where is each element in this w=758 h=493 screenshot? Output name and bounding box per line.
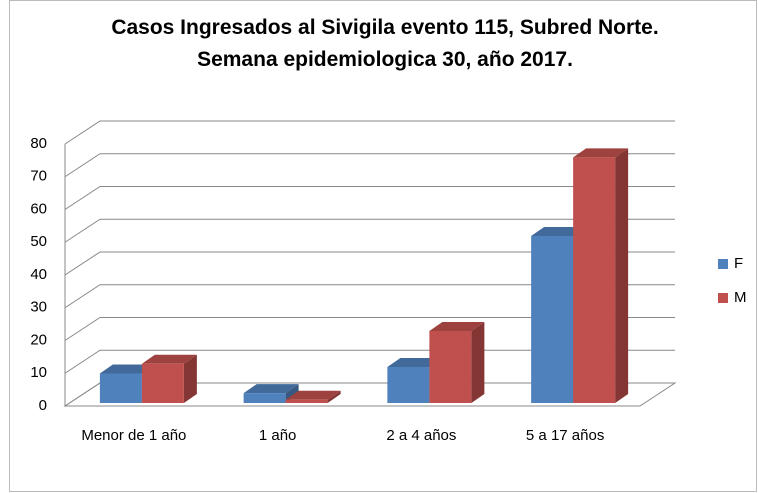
legend-swatch <box>718 293 728 303</box>
bar-side <box>327 390 341 403</box>
x-tick-label: 5 a 17 años <box>526 427 604 444</box>
legend-label: F <box>734 255 743 272</box>
bar <box>573 148 629 403</box>
legend-label: M <box>734 289 747 306</box>
x-tick-label: 1 año <box>259 427 297 444</box>
y-tick-label: 0 <box>39 397 47 414</box>
grid-line <box>64 120 675 145</box>
bar <box>141 354 197 403</box>
x-tick-label: Menor de 1 año <box>81 427 186 444</box>
bar-top <box>243 384 299 394</box>
y-tick-label: 40 <box>30 266 47 283</box>
bar-side <box>183 354 197 403</box>
y-tick-label: 50 <box>30 233 47 250</box>
bar-front <box>573 157 616 403</box>
bar-front <box>429 330 472 403</box>
bar <box>285 390 341 403</box>
bar-top <box>429 321 485 331</box>
bar-side <box>471 321 485 403</box>
y-tick-label: 30 <box>30 299 47 316</box>
bar-front <box>531 235 574 403</box>
bar-top <box>531 226 587 236</box>
chart-title: Casos Ingresados al Sivigila evento 115,… <box>111 16 659 71</box>
bar-side <box>615 148 629 403</box>
bar-front <box>285 399 328 403</box>
x-tick-label: 2 a 4 años <box>386 427 456 444</box>
bar-top <box>141 354 197 364</box>
grid-line <box>64 218 675 243</box>
bar-top <box>285 390 341 400</box>
y-tick-label: 80 <box>30 135 47 152</box>
chart-border <box>9 0 757 492</box>
legend-swatch <box>718 259 728 269</box>
bar-top <box>387 357 443 367</box>
grid-line <box>64 153 675 178</box>
y-tick-label: 70 <box>30 168 47 185</box>
bar-top <box>573 148 629 158</box>
bar <box>429 321 485 403</box>
bar-front <box>99 373 142 403</box>
bar-front <box>387 366 430 403</box>
y-tick-label: 60 <box>30 200 47 217</box>
bar-top <box>99 364 155 374</box>
y-tick-label: 10 <box>30 364 47 381</box>
grid-line <box>64 284 675 309</box>
y-tick-label: 20 <box>30 331 47 348</box>
grid-line <box>64 186 675 210</box>
grid-line <box>64 317 675 341</box>
bar-front <box>243 393 286 403</box>
bar-front <box>141 363 184 403</box>
grid-line <box>64 251 675 276</box>
